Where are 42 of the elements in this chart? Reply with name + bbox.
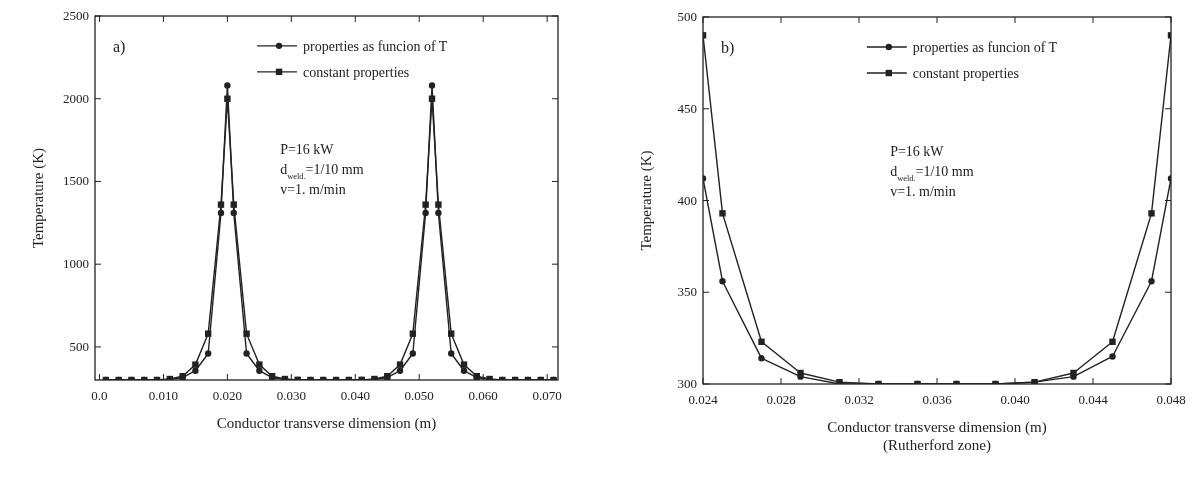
x-tick-label: 0.036 [922, 392, 953, 407]
y-tick-label: 400 [677, 192, 697, 208]
y-tick-label: 500 [677, 9, 697, 24]
y-tick-label: 2500 [63, 8, 89, 23]
annotation: v=1. m/min [280, 182, 346, 198]
y-tick-label: 2000 [63, 90, 89, 106]
x-tick-label: 0.020 [212, 388, 242, 403]
legend-label: properties as funcion of T [303, 38, 448, 54]
annotation: P=16 kW [280, 142, 335, 158]
x-tick-label: 0.048 [1156, 392, 1186, 407]
x-tick-label: 0.010 [148, 388, 179, 403]
x-tick-label: 0.024 [688, 392, 719, 407]
y-tick-label: 1000 [63, 256, 89, 272]
x-tick-label: 0.0 [91, 388, 108, 403]
y-axis-title: Temperature (K) [30, 147, 47, 249]
x-tick-label: 0.028 [766, 392, 796, 407]
y-tick-label: 500 [69, 338, 89, 354]
x-axis-title: Conductor transverse dimension (m) [827, 419, 1047, 436]
x-tick-label: 0.070 [532, 388, 562, 403]
y-tick-label: 450 [677, 100, 697, 116]
annotation: P=16 kW [890, 144, 945, 160]
legend-label: constant properties [912, 66, 1019, 82]
x-tick-label: 0.040 [340, 388, 370, 403]
annotation: d$_{weld.}$=1/10 mm [280, 162, 364, 181]
y-tick-label: 300 [677, 376, 697, 391]
annotation: a) [113, 38, 126, 56]
x-tick-label: 0.044 [1078, 392, 1109, 407]
legend-label: constant properties [303, 64, 410, 80]
legend-label: properties as funcion of T [912, 40, 1058, 56]
annotation: b) [721, 39, 735, 57]
x-tick-label: 0.030 [276, 388, 306, 403]
y-tick-label: 1500 [63, 173, 89, 189]
text: (Rutherford zone) [883, 437, 991, 454]
y-tick-label: 350 [677, 284, 697, 300]
y-axis-title: Temperature (K) [638, 150, 655, 251]
x-tick-label: 0.050 [404, 388, 434, 403]
annotation: v=1. m/min [890, 184, 956, 200]
x-axis-title: Conductor transverse dimension (m) [216, 415, 437, 432]
x-tick-label: 0.032 [844, 392, 874, 407]
annotation: d$_{weld.}$=1/10 mm [890, 164, 974, 183]
x-tick-label: 0.040 [1000, 392, 1030, 407]
x-tick-label: 0.060 [468, 388, 498, 403]
